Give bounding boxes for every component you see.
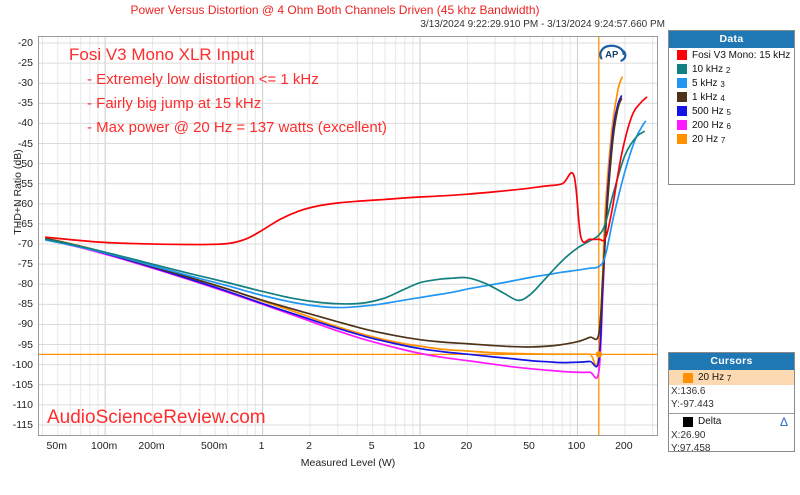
x-tick-11: 200 (615, 440, 633, 452)
y-tick-3: -35 (17, 97, 33, 110)
x-tick-1: 100m (91, 440, 118, 452)
legend-item-3[interactable]: 1 kHz 4 (669, 90, 794, 104)
cursor-series-label: 20 Hz 7 (698, 372, 732, 383)
data-legend-panel: Data Fosi V3 Mono: 15 kHz 10 kHz 2 5 kHz 3… (668, 30, 795, 185)
legend-label: 20 Hz 7 (692, 133, 726, 145)
legend-label: 10 kHz 2 (692, 63, 731, 75)
annotation-heading: Fosi V3 Mono XLR Input (69, 45, 255, 64)
svg-text:AP: AP (605, 50, 619, 61)
y-tick-9: -65 (17, 217, 33, 230)
x-tick-8: 20 (460, 440, 473, 452)
x-axis-tick-labels: 50m 100m 200m 500m 1 2 5 10 20 50 100 200 (38, 440, 658, 456)
annotation-bullet-2: - Fairly big jump at 15 kHz (87, 95, 262, 112)
audio-precision-logo-icon: AP (599, 44, 627, 62)
annotation-bullet-3: - Max power @ 20 Hz = 137 watts (excelle… (87, 119, 387, 136)
chart-timestamp: 3/13/2024 9:22:29.910 PM - 3/13/2024 9:2… (420, 19, 665, 30)
delta-label: Delta (698, 416, 722, 427)
cursor-selected-series[interactable]: 20 Hz 7 (669, 370, 794, 385)
y-tick-12: -80 (17, 278, 33, 291)
cursors-panel: Cursors 20 Hz 7 X:136.6 Y:-97.443 Delta … (668, 352, 795, 454)
y-tick-8: -60 (17, 197, 33, 210)
y-tick-18: -110 (12, 398, 33, 411)
x-tick-6: 5 (368, 440, 375, 452)
x-tick-9: 50 (523, 440, 535, 452)
cursor-delta-row[interactable]: Delta Δ (669, 414, 794, 429)
legend-list: Fosi V3 Mono: 15 kHz 10 kHz 2 5 kHz 3 1 kHz… (669, 48, 794, 146)
y-tick-1: -25 (17, 57, 33, 70)
legend-item-0[interactable]: Fosi V3 Mono: 15 kHz (669, 48, 794, 62)
legend-label: 1 kHz 4 (692, 91, 725, 103)
legend-label: 200 Hz 6 (692, 119, 731, 131)
watermark-text: AudioScienceReview.com (47, 407, 266, 428)
y-tick-10: -70 (17, 238, 33, 251)
y-tick-17: -105 (11, 378, 33, 391)
data-panel-title: Data (669, 31, 794, 48)
delta-y-value: Y:97.458 (671, 443, 711, 454)
legend-item-6[interactable]: 20 Hz 7 (669, 132, 794, 146)
legend-item-5[interactable]: 200 Hz 6 (669, 118, 794, 132)
y-axis-tick-labels: -20 -25 -30 -35 -40 -45 -50 -55 -60 -65 -70 -75 -80 -… (0, 36, 36, 436)
x-tick-0: 50m (46, 440, 67, 452)
cursors-panel-title: Cursors (669, 353, 794, 370)
legend-swatch-icon (677, 64, 687, 74)
x-tick-4: 1 (258, 440, 265, 452)
legend-item-4[interactable]: 500 Hz 5 (669, 104, 794, 118)
x-tick-5: 2 (306, 440, 312, 452)
delta-triangle-icon: Δ (779, 415, 788, 429)
y-tick-11: -75 (17, 258, 33, 271)
annotation-bullet-1: - Extremely low distortion <= 1 kHz (87, 71, 319, 88)
legend-swatch-icon (677, 92, 687, 102)
cursor-x-value: X:136.6 (671, 386, 706, 397)
y-tick-16: -100 (11, 358, 33, 371)
x-axis-title: Measured Level (W) (300, 457, 396, 469)
y-tick-2: -30 (17, 77, 33, 90)
plot-canvas (39, 37, 657, 435)
x-tick-10: 100 (567, 440, 586, 452)
x-tick-3: 500m (201, 440, 228, 452)
legend-item-2[interactable]: 5 kHz 3 (669, 76, 794, 90)
y-tick-0: -20 (17, 37, 33, 50)
legend-swatch-icon (677, 78, 687, 88)
y-tick-15: -95 (17, 338, 33, 351)
x-tick-2: 200m (138, 440, 165, 452)
legend-item-1[interactable]: 10 kHz 2 (669, 62, 794, 76)
legend-label: Fosi V3 Mono: 15 kHz (692, 49, 791, 61)
plot-area[interactable]: Fosi V3 Mono XLR Input - Extremely low d… (38, 36, 658, 436)
legend-label: 5 kHz 3 (692, 77, 725, 89)
y-tick-7: -55 (17, 177, 33, 190)
chart-title: Power Versus Distortion @ 4 Ohm Both Cha… (130, 3, 540, 17)
y-tick-4: -40 (17, 117, 33, 130)
y-tick-19: -115 (12, 418, 33, 431)
delta-x-value: X:26.90 (671, 430, 706, 441)
cursor-y-value: Y:-97.443 (671, 399, 714, 410)
y-tick-13: -85 (17, 298, 33, 311)
legend-swatch-icon (677, 106, 687, 116)
legend-swatch-icon (677, 120, 687, 130)
legend-label: 500 Hz 5 (692, 105, 731, 117)
legend-swatch-icon (677, 50, 687, 60)
cursor-series-swatch (683, 372, 693, 383)
y-tick-14: -90 (17, 318, 33, 331)
delta-swatch (683, 416, 693, 427)
x-tick-7: 10 (413, 440, 425, 452)
y-tick-6: -50 (17, 157, 33, 170)
y-tick-5: -45 (17, 137, 33, 150)
legend-swatch-icon (677, 134, 687, 144)
